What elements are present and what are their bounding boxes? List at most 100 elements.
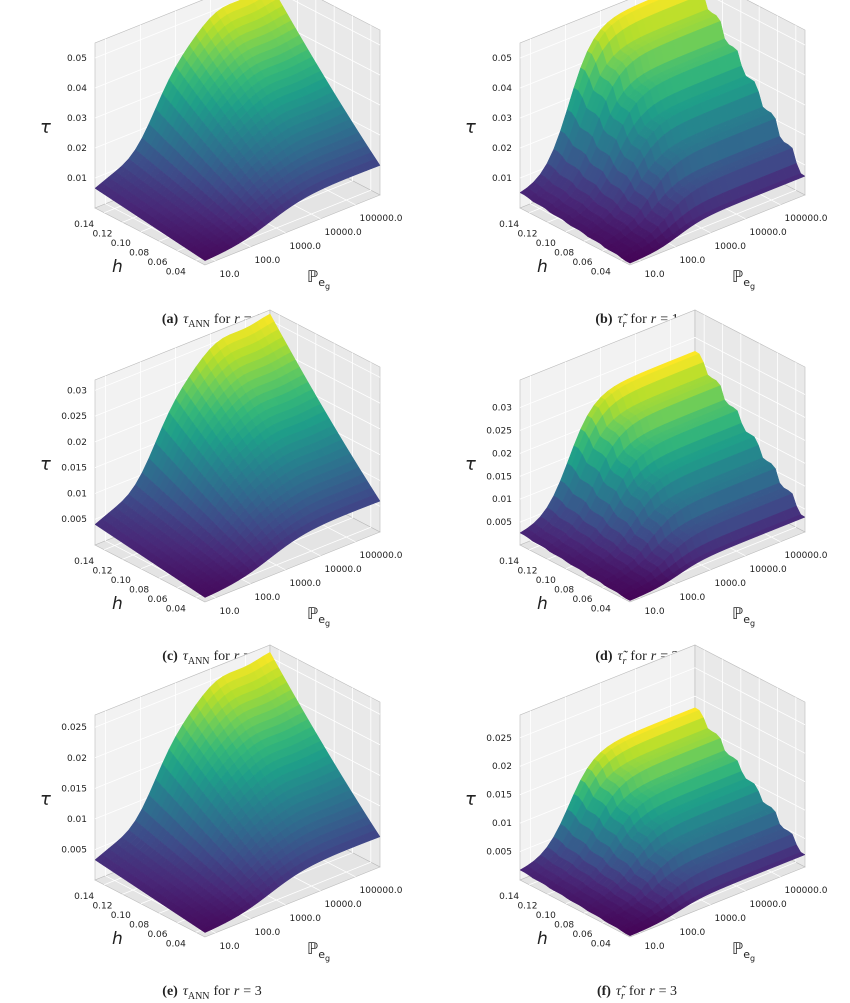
caption-var: r <box>234 984 240 999</box>
p-axis-label: ℙeg <box>307 939 330 963</box>
caption-label: (b) <box>595 312 612 327</box>
p-subsub: g <box>750 619 755 628</box>
h-tick-label: 0.14 <box>74 892 94 902</box>
z-tick-label: 0.03 <box>492 404 512 414</box>
h-tick-label: 0.12 <box>517 901 537 911</box>
h-tick-label: 0.04 <box>591 604 611 614</box>
caption-symbol: τ <box>183 312 189 327</box>
p-subsub: g <box>750 282 755 291</box>
p-sub: e <box>743 276 750 289</box>
h-axis-label: h <box>537 594 548 614</box>
caption-label: (a) <box>162 312 179 327</box>
z-axis-label: τ <box>465 454 476 475</box>
z-tick-label: 0.02 <box>67 144 87 154</box>
h-axis-label: h <box>537 257 548 277</box>
caption-label: (e) <box>162 984 178 999</box>
p-tick-label: 1000.0 <box>715 579 747 589</box>
caption-var: r <box>234 649 240 664</box>
caption-sub: r <box>623 656 627 667</box>
p-axis-label: ℙeg <box>732 604 755 628</box>
grid-line <box>519 695 806 767</box>
h-tick-label: 0.14 <box>499 220 519 230</box>
p-tick-label: 1000.0 <box>715 914 747 924</box>
panel: 0.010.020.030.040.0510.0100.01000.010000… <box>40 0 403 330</box>
z-tick-label: 0.015 <box>61 784 87 794</box>
z-tick-label: 0.03 <box>492 114 512 124</box>
p-subsub: g <box>325 619 330 628</box>
h-tick-label: 0.08 <box>129 920 149 930</box>
z-tick-label: 0.025 <box>61 412 87 422</box>
panel: 0.005 0.01 0.015 0.02 0.025 0.03 10.0 100.0 1000… <box>465 309 828 667</box>
z-tick-label: 0.04 <box>492 84 512 94</box>
grid-line <box>519 0 806 59</box>
z-tick-label: 0.015 <box>486 791 512 801</box>
caption-text: for <box>214 649 231 664</box>
z-tick-label: 0.02 <box>492 449 512 459</box>
surface-patch <box>625 595 638 601</box>
caption-sub: ANN <box>188 991 210 1002</box>
p-tick-label: 10.0 <box>645 942 665 952</box>
p-tick-label: 100.0 <box>255 928 281 938</box>
p-tick-label: 1000.0 <box>290 914 322 924</box>
z-tick-label: 0.015 <box>486 472 512 482</box>
p-symbol: ℙ <box>307 604 318 623</box>
panel: 0.0050.010.0150.020.02510.0100.01000.010… <box>40 644 403 1002</box>
p-tick-label: 10.0 <box>645 607 665 617</box>
p-tick-label: 100000.0 <box>785 214 828 224</box>
grid-line <box>195 25 372 261</box>
h-tick-label: 0.04 <box>166 939 186 949</box>
p-subsub: g <box>750 954 755 963</box>
grid-line <box>195 697 372 933</box>
z-tick-label: 0.01 <box>67 174 87 184</box>
h-tick-label: 0.12 <box>92 566 112 576</box>
z-tick-label: 0.025 <box>486 734 512 744</box>
z-tick-label: 0.005 <box>61 515 87 525</box>
caption-text: for <box>214 312 231 327</box>
p-symbol: ℙ <box>732 939 743 958</box>
caption-text: for <box>630 312 647 327</box>
p-tick-label: 10000.0 <box>750 565 787 575</box>
p-axis-label: ℙeg <box>732 939 755 963</box>
p-symbol: ℙ <box>732 267 743 286</box>
panel: 0.010.020.030.040.0510.0100.01000.010000… <box>465 0 828 330</box>
h-tick-label: 0.08 <box>129 248 149 258</box>
z-tick-label: 0.005 <box>486 848 512 858</box>
h-tick-label: 0.10 <box>536 576 556 586</box>
caption-eq: = 3 <box>659 984 677 999</box>
h-tick-label: 0.14 <box>74 557 94 567</box>
p-sub: e <box>743 948 750 961</box>
h-tick-label: 0.06 <box>147 595 167 605</box>
grid-line <box>620 25 797 261</box>
p-tick-label: 10.0 <box>220 270 240 280</box>
z-tick-label: 0.01 <box>492 174 512 184</box>
p-tick-label: 10000.0 <box>325 565 362 575</box>
p-tick-label: 100000.0 <box>360 214 403 224</box>
z-tick-label: 0.005 <box>486 518 512 528</box>
p-tick-label: 1000.0 <box>715 242 747 252</box>
caption-var: r <box>651 649 657 664</box>
caption-label: (c) <box>162 649 178 664</box>
h-tick-label: 0.14 <box>499 892 519 902</box>
h-axis-label: h <box>537 929 548 949</box>
caption-sub: ANN <box>188 656 210 667</box>
h-tick-label: 0.08 <box>129 585 149 595</box>
p-sub: e <box>743 613 750 626</box>
h-tick-label: 0.08 <box>554 920 574 930</box>
h-tick-label: 0.14 <box>499 557 519 567</box>
z-axis-label: τ <box>465 117 476 138</box>
p-tick-label: 10.0 <box>220 607 240 617</box>
caption-text: for <box>214 984 231 999</box>
h-tick-label: 0.08 <box>554 248 574 258</box>
p-subsub: g <box>325 282 330 291</box>
p-tick-label: 10000.0 <box>325 900 362 910</box>
caption-label: (f) <box>597 984 611 999</box>
p-tick-label: 1000.0 <box>290 242 322 252</box>
p-tick-label: 100000.0 <box>785 551 828 561</box>
p-subsub: g <box>325 954 330 963</box>
h-tick-label: 0.12 <box>517 229 537 239</box>
p-tick-label: 100000.0 <box>360 551 403 561</box>
z-tick-label: 0.02 <box>492 144 512 154</box>
grid-line <box>94 0 381 59</box>
caption-sub: r <box>621 991 625 1002</box>
